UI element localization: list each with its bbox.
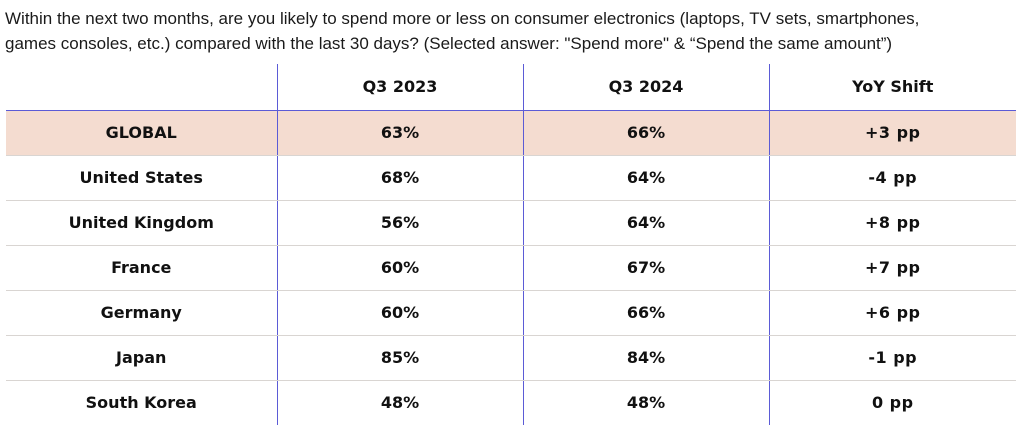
header-q3-2023: Q3 2023	[276, 64, 523, 111]
yoy-shift-cell: -4 pp	[768, 155, 1016, 201]
yoy-shift-cell: +6 pp	[768, 290, 1016, 336]
q3-2023-cell: 48%	[276, 380, 523, 425]
q3-2024-cell: 84%	[522, 335, 769, 381]
region-cell: Germany	[6, 290, 277, 336]
q3-2023-cell: 60%	[276, 245, 523, 291]
yoy-shift-cell: +7 pp	[768, 245, 1016, 291]
q3-2023-cell: 63%	[276, 110, 523, 156]
question-line-1: Within the next two months, are you like…	[5, 9, 920, 28]
region-cell: United Kingdom	[6, 200, 277, 246]
question-line-2: games consoles, etc.) compared with the …	[5, 34, 893, 53]
region-cell: France	[6, 245, 277, 291]
q3-2023-cell: 68%	[276, 155, 523, 201]
region-cell: South Korea	[85, 393, 197, 413]
yoy-shift-cell: -1 pp	[768, 335, 1016, 381]
yoy-shift-cell: +3 pp	[768, 110, 1016, 156]
table-row: Japan 85% 84% -1 pp	[6, 335, 1016, 381]
table-header-row: Q3 2023 Q3 2024 YoY Shift	[6, 64, 1016, 111]
table-row: France 60% 67% +7 pp	[6, 245, 1016, 291]
table-row: South Korea 48% 48% 0 pp	[6, 380, 1016, 425]
region-cell: GLOBAL	[6, 110, 277, 156]
results-table: Q3 2023 Q3 2024 YoY Shift GLOBAL 63% 66%…	[6, 64, 1016, 425]
region-cell: Japan	[6, 335, 277, 381]
q3-2024-cell: 66%	[522, 110, 769, 156]
q3-2024-cell: 64%	[522, 200, 769, 246]
q3-2023-cell: 56%	[276, 200, 523, 246]
header-region	[6, 64, 277, 111]
q3-2023-cell: 85%	[276, 335, 523, 381]
table-row-global: GLOBAL 63% 66% +3 pp	[6, 110, 1016, 156]
table-row: United States 68% 64% -4 pp	[6, 155, 1016, 201]
table-row: United Kingdom 56% 64% +8 pp	[6, 200, 1016, 246]
region-cell: United States	[6, 155, 277, 201]
q3-2024-cell: 64%	[522, 155, 769, 201]
table-row: Germany 60% 66% +6 pp	[6, 290, 1016, 336]
survey-question: Within the next two months, are you like…	[5, 6, 1015, 56]
header-q3-2024: Q3 2024	[522, 64, 769, 111]
q3-2024-cell: 67%	[522, 245, 769, 291]
q3-2024-cell: 66%	[522, 290, 769, 336]
q3-2024-cell: 48%	[522, 380, 769, 425]
yoy-shift-cell: +8 pp	[768, 200, 1016, 246]
header-yoy-shift: YoY Shift	[768, 64, 1016, 111]
yoy-shift-cell: 0 pp	[768, 380, 1016, 425]
q3-2023-cell: 60%	[276, 290, 523, 336]
